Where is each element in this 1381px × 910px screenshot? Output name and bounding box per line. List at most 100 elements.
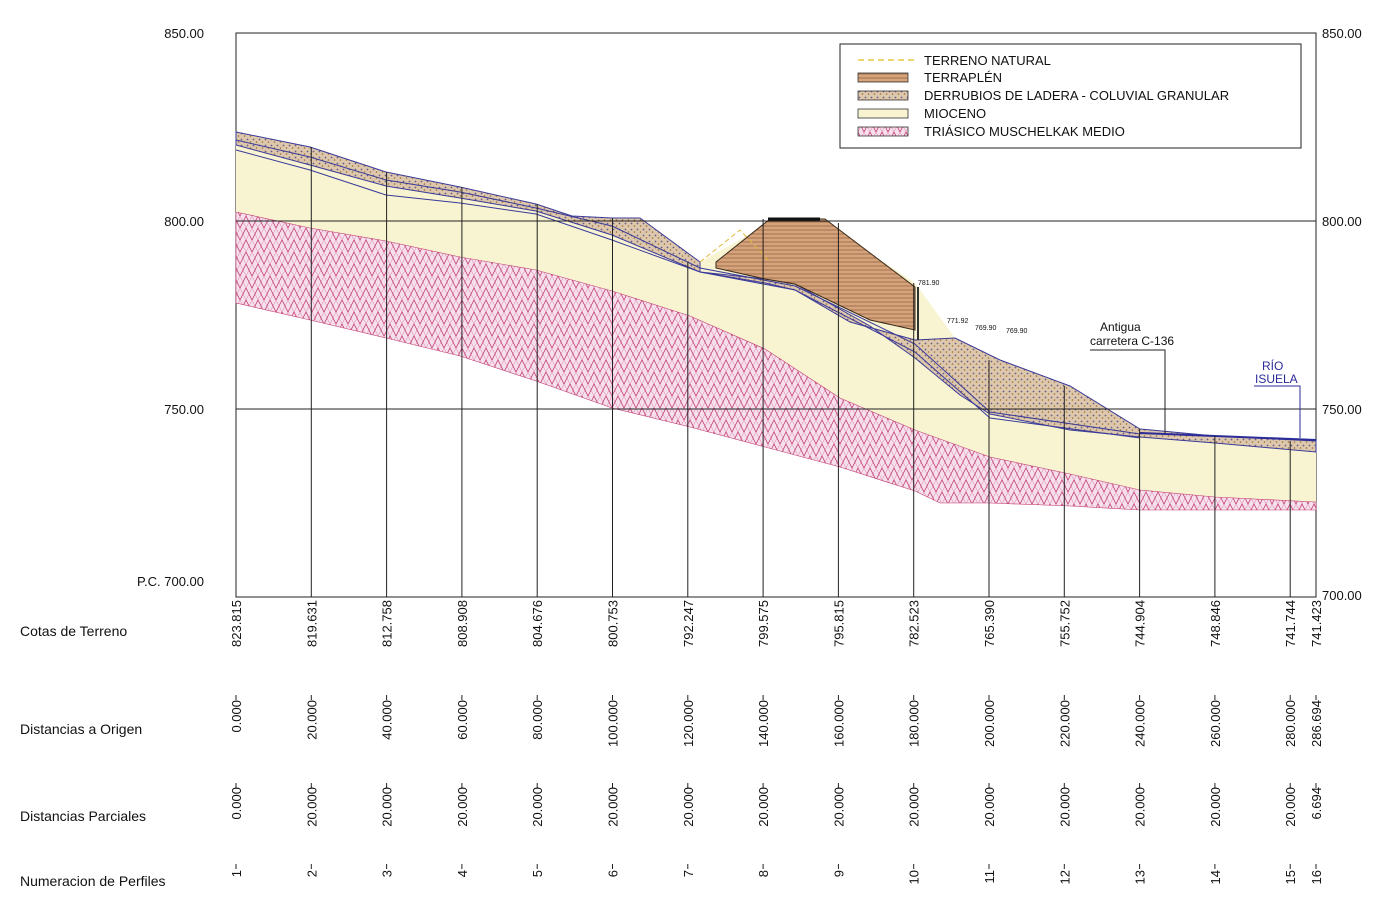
- dist-origen-value: 120.000: [681, 700, 696, 747]
- perfil-number: 14: [1208, 870, 1223, 884]
- dist-parcial-value: 20.000: [380, 787, 395, 827]
- elev-left-700: P.C. 700.00: [137, 574, 204, 589]
- cota-value: 741.744: [1283, 600, 1298, 647]
- dist-origen-value: 40.000: [380, 700, 395, 740]
- dist-parcial-value: 20.000: [455, 787, 470, 827]
- cota-value: 799.575: [756, 600, 771, 647]
- dist-origen-value: 0.000: [229, 700, 244, 733]
- elev-right-850: 850.00: [1322, 26, 1362, 41]
- elev-right-800: 800.00: [1322, 214, 1362, 229]
- cota-value: 792.247: [681, 600, 696, 647]
- row-label-cotas: Cotas de Terreno: [20, 623, 128, 639]
- cota-value: 744.904: [1133, 600, 1148, 647]
- dist-origen-value: 220.000: [1057, 700, 1072, 747]
- dist-origen-value: 160.000: [831, 700, 846, 747]
- profile-verticals: [310, 147, 1291, 597]
- cota-value: 748.846: [1208, 600, 1223, 647]
- cota-value: 782.523: [907, 600, 922, 647]
- dist-parcial-value: 0.000: [229, 787, 244, 820]
- isuela-label: ISUELA: [1255, 372, 1298, 386]
- legend: TERRENO NATURAL TERRAPLÉN DERRUBIOS DE L…: [839, 43, 1302, 149]
- dist-origen-value: 200.000: [982, 700, 997, 747]
- legend-swatch-triasico: [857, 126, 909, 137]
- perfil-number: 6: [606, 870, 621, 877]
- legend-label-terreno: TERRENO NATURAL: [924, 53, 1051, 68]
- dist-origen-value: 140.000: [756, 700, 771, 747]
- dist-origen-value: 180.000: [907, 700, 922, 747]
- cota-value: 823.815: [229, 600, 244, 647]
- profile-frame: [235, 32, 1317, 598]
- cota-value: 800.753: [606, 600, 621, 647]
- terreno-natural-line: [699, 229, 771, 263]
- dist-origen-value: 280.000: [1283, 700, 1298, 747]
- annotations: 781.90 771.92 769.90 769.90 Antigua carr…: [918, 280, 1301, 438]
- perfil-number: 15: [1283, 870, 1298, 884]
- dist-parcial-value: 20.000: [831, 787, 846, 827]
- perfil-number: 9: [831, 870, 846, 877]
- level-mark-3: 769.90: [975, 325, 997, 332]
- dist-origen-value: 60.000: [455, 700, 470, 740]
- dist-origen-value: 20.000: [304, 700, 319, 740]
- dist-parcial-value: 20.000: [1057, 787, 1072, 827]
- elev-right-700: 700.00: [1322, 588, 1362, 603]
- dist-parcial-value: 20.000: [606, 787, 621, 827]
- perfil-number: 2: [304, 870, 319, 877]
- elev-left-750: 750.00: [164, 402, 204, 417]
- cota-value: 808.908: [455, 600, 470, 647]
- legend-label-terraplen: TERRAPLÉN: [924, 70, 1002, 85]
- elev-left-800: 800.00: [164, 214, 204, 229]
- perfil-number: 3: [380, 870, 395, 877]
- dist-origen-value: 80.000: [530, 700, 545, 740]
- perfil-number: 4: [455, 870, 470, 877]
- legend-label-triasico: TRIÁSICO MUSCHELKAK MEDIO: [924, 124, 1125, 139]
- dist-parcial-value: 20.000: [304, 787, 319, 827]
- legend-label-derrubios: DERRUBIOS DE LADERA - COLUVIAL GRANULAR: [924, 88, 1229, 103]
- legend-swatch-derrubios: [857, 90, 909, 101]
- elevation-labels-right: 850.00 800.00 750.00 700.00: [1322, 26, 1362, 603]
- legend-label-mioceno: MIOCENO: [924, 106, 986, 121]
- cota-value: 741.423: [1309, 600, 1324, 647]
- elevation-labels-left: 850.00 800.00 750.00 P.C. 700.00: [137, 26, 204, 589]
- legend-swatch-mioceno: [857, 108, 909, 119]
- perfil-number: 1: [229, 870, 244, 877]
- dist-parcial-value: 20.000: [982, 787, 997, 827]
- level-mark-4: 769.90: [1006, 328, 1028, 335]
- table-lines: [235, 695, 1317, 869]
- perfil-number: 11: [982, 870, 997, 884]
- dist-origen-value: 240.000: [1133, 700, 1148, 747]
- elev-left-850: 850.00: [164, 26, 204, 41]
- cota-value: 755.752: [1057, 600, 1072, 647]
- row-label-numeracion: Numeracion de Perfiles: [20, 873, 166, 889]
- legend-swatch-terraplen: [857, 72, 909, 83]
- rio-leader: [1254, 385, 1301, 438]
- perfil-number: 12: [1057, 870, 1072, 884]
- dist-parcial-value: 20.000: [1283, 787, 1298, 827]
- row-label-dist-parciales: Distancias Parciales: [20, 808, 147, 824]
- dist-parcial-value: 20.000: [907, 787, 922, 827]
- table-values: 823.815 0.000 0.000 1 819.631 20.000 20.000 2 81…: [229, 600, 1324, 884]
- strata: [235, 131, 1317, 511]
- cota-value: 795.815: [831, 600, 846, 647]
- dist-origen-value: 100.000: [606, 700, 621, 747]
- cota-value: 765.390: [982, 600, 997, 647]
- cota-value: 804.676: [530, 600, 545, 647]
- dist-parcial-value: 20.000: [530, 787, 545, 827]
- dist-parcial-value: 20.000: [1208, 787, 1223, 827]
- dist-parcial-value: 6.694: [1309, 787, 1324, 820]
- antigua-label: Antigua: [1100, 320, 1141, 334]
- legend-box: [839, 43, 1302, 149]
- dist-parcial-value: 20.000: [756, 787, 771, 827]
- perfil-number: 5: [530, 870, 545, 877]
- perfil-number: 13: [1133, 870, 1148, 884]
- dist-parcial-value: 20.000: [681, 787, 696, 827]
- level-mark-2: 771.92: [947, 318, 969, 325]
- cota-value: 812.758: [380, 600, 395, 647]
- triasico-layer: [235, 211, 1317, 511]
- river-water: [1139, 432, 1317, 441]
- perfil-number: 10: [907, 870, 922, 884]
- dist-parcial-value: 20.000: [1133, 787, 1148, 827]
- perfil-number: 7: [681, 870, 696, 877]
- cota-value: 819.631: [304, 600, 319, 647]
- elev-right-750: 750.00: [1322, 402, 1362, 417]
